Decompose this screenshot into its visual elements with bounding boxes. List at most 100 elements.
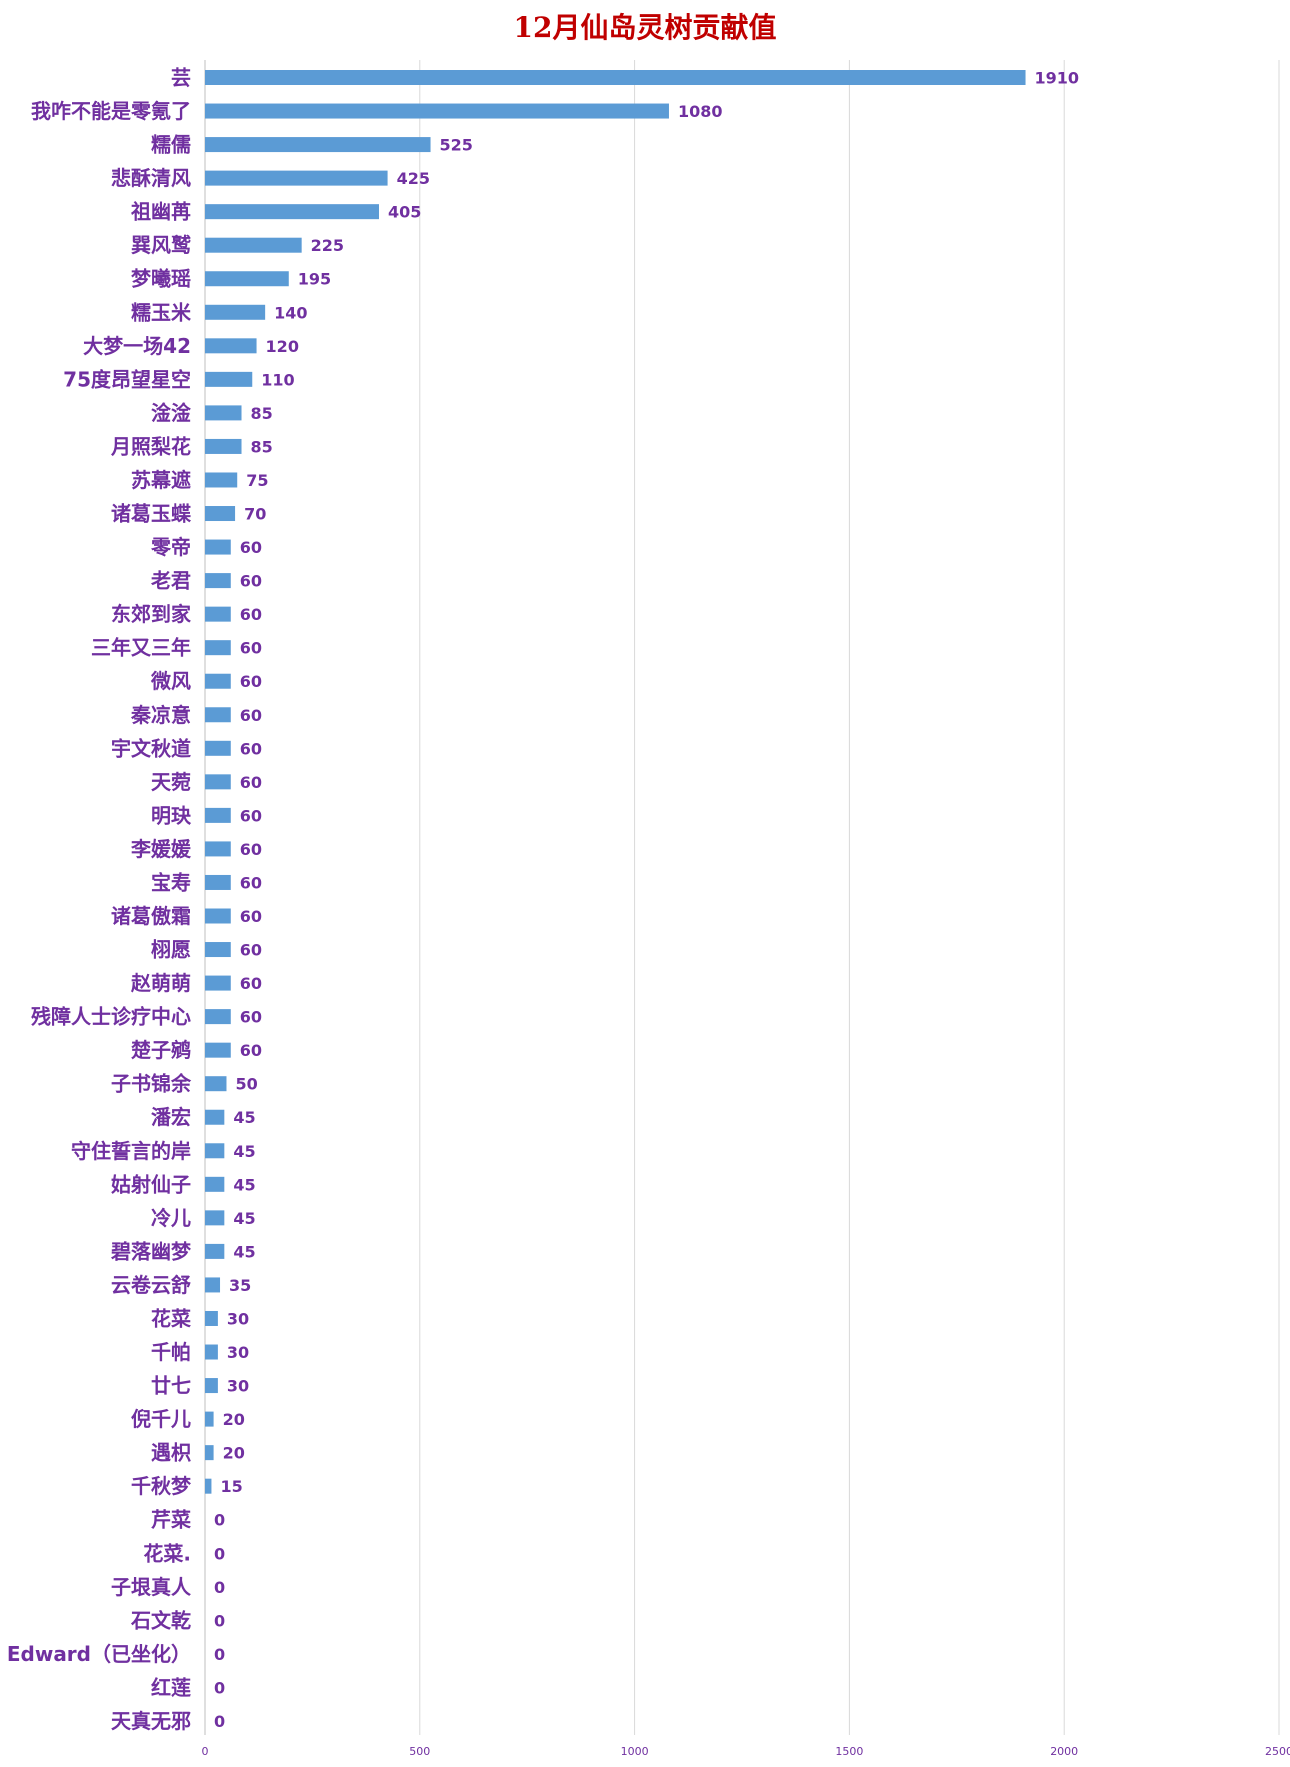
x-tick-label: 0 bbox=[202, 1745, 209, 1758]
bar bbox=[205, 807, 231, 823]
data-label: 0 bbox=[214, 1645, 225, 1664]
data-label: 0 bbox=[214, 1511, 225, 1530]
data-label: 20 bbox=[223, 1410, 245, 1429]
category-label: 微风 bbox=[150, 669, 191, 693]
bar bbox=[205, 908, 231, 924]
category-label: 守住誓言的岸 bbox=[71, 1139, 191, 1163]
bar bbox=[205, 740, 231, 756]
category-label: 芹菜 bbox=[151, 1508, 191, 1532]
data-label: 35 bbox=[229, 1276, 251, 1295]
data-label: 60 bbox=[240, 840, 262, 859]
data-label: 60 bbox=[240, 605, 262, 624]
data-label: 0 bbox=[214, 1712, 225, 1731]
bar bbox=[205, 304, 266, 320]
bar bbox=[205, 1344, 218, 1360]
category-label: 糯儒 bbox=[151, 133, 191, 157]
category-label: 子垠真人 bbox=[111, 1575, 192, 1599]
data-label: 75 bbox=[246, 471, 268, 490]
category-label: 东郊到家 bbox=[111, 602, 192, 626]
bar bbox=[205, 204, 379, 220]
data-label: 60 bbox=[240, 1008, 262, 1027]
category-label: 淦淦 bbox=[151, 401, 192, 425]
bar bbox=[205, 1210, 225, 1226]
data-label: 60 bbox=[240, 706, 262, 725]
bar bbox=[205, 874, 231, 890]
bar bbox=[205, 472, 238, 488]
bar bbox=[205, 1310, 218, 1326]
bar bbox=[205, 573, 231, 589]
category-label: 诸葛傲霜 bbox=[111, 904, 191, 928]
data-label: 0 bbox=[214, 1578, 225, 1597]
category-label: 潘宏 bbox=[151, 1105, 191, 1129]
category-label: 诸葛玉蝶 bbox=[111, 502, 192, 526]
data-label: 50 bbox=[235, 1075, 257, 1094]
bar bbox=[205, 1378, 218, 1394]
data-label: 225 bbox=[311, 236, 344, 255]
bar bbox=[205, 137, 431, 153]
x-tick-label: 500 bbox=[409, 1745, 430, 1758]
category-label: 千帕 bbox=[151, 1340, 191, 1364]
bar bbox=[205, 1076, 227, 1092]
bar bbox=[205, 271, 289, 287]
data-label: 60 bbox=[240, 639, 262, 658]
data-label: 70 bbox=[244, 505, 266, 524]
bar bbox=[205, 338, 257, 354]
data-label: 195 bbox=[298, 270, 331, 289]
data-label: 60 bbox=[240, 672, 262, 691]
data-label: 0 bbox=[214, 1611, 225, 1630]
category-label: 花菜 bbox=[151, 1306, 191, 1330]
data-label: 60 bbox=[240, 739, 262, 758]
data-label: 45 bbox=[233, 1108, 255, 1127]
category-label: 廿七 bbox=[151, 1374, 191, 1398]
bar bbox=[205, 841, 231, 857]
category-label: 我咋不能是零氪了 bbox=[31, 99, 191, 123]
data-label: 60 bbox=[240, 1041, 262, 1060]
bar bbox=[205, 438, 242, 454]
data-label: 120 bbox=[266, 337, 299, 356]
bar bbox=[205, 1277, 221, 1293]
data-label: 405 bbox=[388, 203, 421, 222]
data-label: 60 bbox=[240, 572, 262, 591]
bar bbox=[205, 170, 388, 186]
category-label: 天菀 bbox=[151, 770, 191, 794]
data-label: 20 bbox=[223, 1444, 245, 1463]
bar bbox=[205, 1143, 225, 1159]
data-label: 30 bbox=[227, 1377, 249, 1396]
bar bbox=[205, 1478, 212, 1494]
category-label: 李媛媛 bbox=[130, 837, 192, 861]
category-label: 宝寿 bbox=[151, 870, 191, 894]
data-label: 60 bbox=[240, 773, 262, 792]
chart-title: 12月仙岛灵树贡献值 bbox=[513, 11, 777, 44]
x-tick-label: 1500 bbox=[835, 1745, 863, 1758]
category-label: 碧落幽梦 bbox=[110, 1239, 192, 1263]
x-tick-label: 2500 bbox=[1265, 1745, 1290, 1758]
data-label: 0 bbox=[214, 1544, 225, 1563]
category-label: 三年又三年 bbox=[91, 636, 191, 660]
category-label: 花菜. bbox=[143, 1541, 191, 1565]
bar bbox=[205, 1042, 231, 1058]
category-label: 千秋梦 bbox=[131, 1474, 192, 1498]
bar bbox=[205, 606, 231, 622]
category-label: 楚子鹓 bbox=[131, 1038, 191, 1062]
bar bbox=[205, 506, 236, 522]
category-label: 苏幕遮 bbox=[131, 468, 191, 492]
data-label: 85 bbox=[251, 404, 273, 423]
category-label: 天真无邪 bbox=[111, 1709, 191, 1733]
bar bbox=[205, 1243, 225, 1259]
bar bbox=[205, 1176, 225, 1192]
category-label: 老君 bbox=[151, 569, 191, 593]
data-label: 30 bbox=[227, 1343, 249, 1362]
bar bbox=[205, 103, 669, 119]
category-label: 石文乾 bbox=[130, 1608, 191, 1632]
category-label: 宇文秋道 bbox=[111, 736, 191, 760]
data-label: 425 bbox=[397, 169, 430, 188]
category-label: 月照梨花 bbox=[110, 434, 191, 458]
data-label: 60 bbox=[240, 873, 262, 892]
data-label: 1080 bbox=[678, 102, 723, 121]
category-label: 云卷云舒 bbox=[111, 1273, 191, 1297]
category-label: 倪千儿 bbox=[131, 1407, 191, 1431]
bar bbox=[205, 942, 231, 958]
category-label: 子书锦余 bbox=[111, 1072, 192, 1096]
bar bbox=[205, 774, 231, 790]
